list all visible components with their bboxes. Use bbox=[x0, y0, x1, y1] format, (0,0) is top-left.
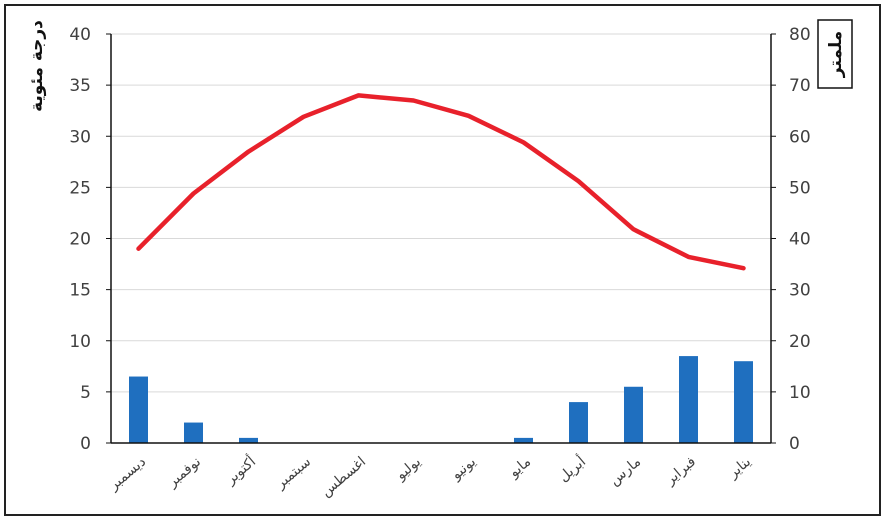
right-axis-ticks: 0 10 20 30 40 50 60 70 80 bbox=[771, 25, 811, 454]
category-label: مايو bbox=[505, 454, 534, 482]
category-label: أكتوبر bbox=[221, 452, 259, 488]
line-temperature bbox=[136, 93, 746, 271]
right-tick-label: 10 bbox=[789, 383, 811, 403]
right-tick-label: 40 bbox=[789, 230, 811, 250]
right-tick-label: 50 bbox=[789, 178, 811, 198]
category-label: فبراير bbox=[662, 454, 699, 489]
category-label: مارس bbox=[606, 454, 644, 489]
temperature-line bbox=[136, 93, 746, 271]
category-label: ديسمبر bbox=[105, 454, 149, 494]
right-tick-label: 80 bbox=[789, 25, 811, 45]
left-tick-label: 15 bbox=[69, 281, 91, 301]
y-axis-right-label: ملمتر bbox=[826, 31, 846, 78]
left-tick-label: 20 bbox=[69, 230, 91, 250]
right-tick-label: 70 bbox=[789, 76, 811, 96]
gridlines bbox=[111, 33, 771, 393]
category-label: أبريل bbox=[555, 452, 590, 485]
bar bbox=[184, 422, 203, 443]
y-axis-right-label-box bbox=[817, 19, 853, 89]
right-tick-label: 20 bbox=[789, 332, 811, 352]
right-tick-label: 0 bbox=[789, 434, 800, 454]
bar bbox=[734, 361, 753, 443]
category-labels: يناير فبراير مارس أبريل مايو يونيو يوليو اغسطسس… bbox=[105, 452, 754, 500]
category-label: نوفمبر bbox=[164, 454, 204, 491]
category-label: يناير bbox=[725, 454, 755, 482]
left-tick-label: 0 bbox=[80, 434, 91, 454]
left-tick-label: 35 bbox=[69, 76, 91, 96]
left-tick-label: 40 bbox=[69, 25, 91, 45]
category-label: يونيو bbox=[448, 454, 479, 484]
bar bbox=[679, 356, 698, 443]
bar bbox=[129, 376, 148, 443]
category-label: سبتمبر bbox=[272, 454, 314, 493]
right-tick-label: 60 bbox=[789, 127, 811, 147]
left-tick-label: 10 bbox=[69, 332, 91, 352]
left-tick-label: 5 bbox=[80, 383, 91, 403]
right-tick-label: 30 bbox=[789, 281, 811, 301]
bar bbox=[569, 402, 588, 443]
left-axis-ticks: 0 5 10 15 20 25 30 35 40 bbox=[69, 25, 111, 454]
bar bbox=[624, 386, 643, 443]
left-tick-label: 25 bbox=[69, 178, 91, 198]
bars-precipitation bbox=[129, 356, 753, 443]
category-label: يوليو bbox=[392, 454, 424, 484]
y-axis-left-label: درجة مئوية bbox=[27, 20, 47, 112]
bar bbox=[514, 437, 533, 443]
bar bbox=[239, 437, 258, 443]
left-tick-label: 30 bbox=[69, 127, 91, 147]
category-label: اغسطس bbox=[318, 454, 369, 500]
